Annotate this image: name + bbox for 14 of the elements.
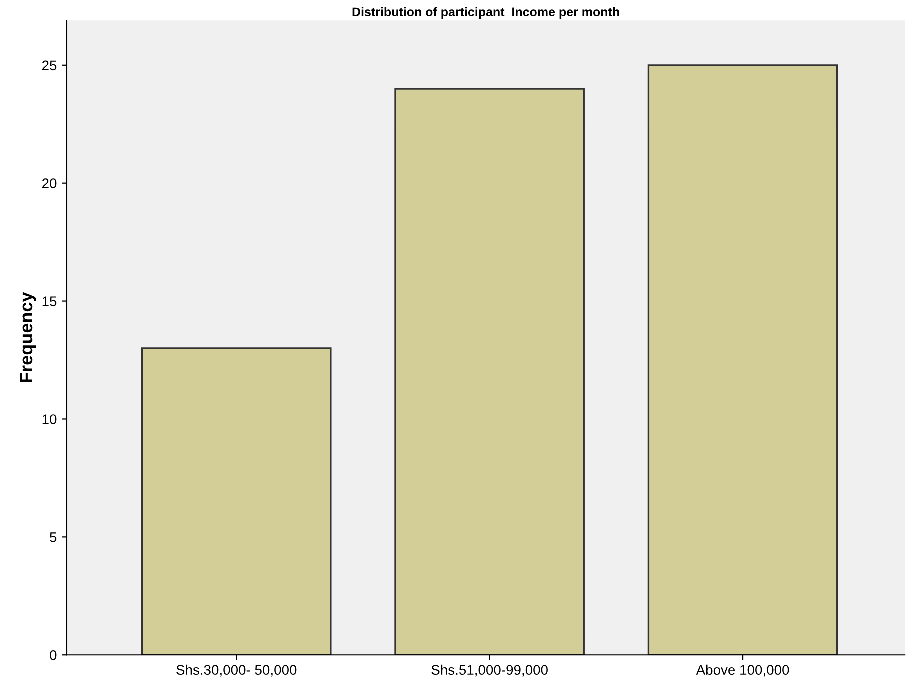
- bar: [394, 88, 585, 656]
- x-tick-label: Shs.51,000-99,000: [432, 664, 548, 677]
- y-tick-label: 25: [42, 60, 57, 71]
- bar: [648, 64, 838, 656]
- y-tick-label: 20: [42, 178, 57, 189]
- y-axis-title: Frequency: [20, 292, 36, 382]
- y-tick-label: 10: [42, 414, 57, 424]
- chart-title: Distribution of participant Income per month: [352, 7, 620, 20]
- x-tick-label: Above 100,000: [696, 664, 790, 677]
- y-tick-label: 0: [50, 650, 57, 660]
- bar: [141, 348, 332, 656]
- y-tick-label: 15: [42, 296, 57, 306]
- x-tick-label: Shs.30,000- 50,000: [176, 664, 297, 677]
- y-tick-label: 5: [50, 532, 57, 542]
